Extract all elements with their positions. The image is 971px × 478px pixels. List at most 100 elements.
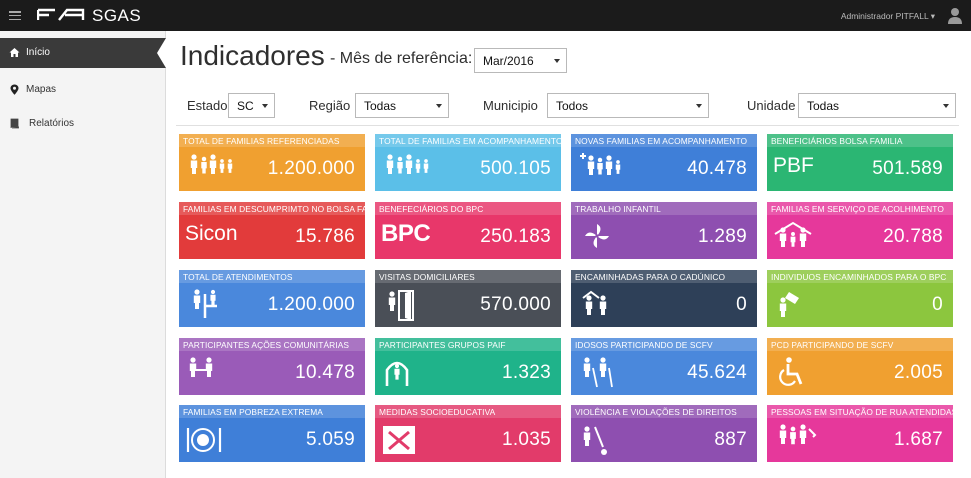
tile-value: 1.200.000: [267, 158, 355, 179]
indicator-tile[interactable]: IDOSOS PARTICIPANDO DE SCFV 45.624: [571, 338, 757, 395]
app-title: SGAS: [92, 6, 142, 25]
regiao-select[interactable]: Todas: [355, 93, 449, 118]
active-indicator: [157, 38, 166, 68]
chevron-down-icon: [554, 59, 560, 63]
indicator-tile[interactable]: PARTICIPANTES AÇÕES COMUNITÁRIAS 10.478: [179, 338, 365, 395]
tile-title: BENEFICIÁRIOS BOLSA FAMILIA: [771, 136, 903, 146]
user-avatar-icon[interactable]: [947, 7, 963, 24]
chevron-down-icon: [696, 104, 702, 108]
sidebar-item-mapas[interactable]: Mapas: [0, 75, 166, 105]
user-menu[interactable]: Administrador PITFALL ▾: [840, 11, 935, 21]
tile-value: 0: [932, 294, 943, 315]
chevron-down-icon: [943, 104, 949, 108]
tile-value: 501.589: [872, 158, 943, 179]
tile-header-band: [767, 202, 953, 215]
door-visit-icon: [388, 290, 414, 321]
reference-month-label: - Mês de referência:: [330, 50, 473, 67]
tile-header-band: [571, 405, 757, 418]
menu-toggle-icon[interactable]: [9, 11, 21, 21]
tile-value: 1.200.000: [267, 294, 355, 315]
indicator-tile[interactable]: PARTICIPANTES GRUPOS PAIF 1.323: [375, 338, 561, 395]
tile-value: 2.005: [893, 362, 943, 383]
tile-logo-text: Sicon: [185, 222, 238, 245]
tile-header-band: [179, 338, 365, 351]
indicator-tile[interactable]: INDIVIDUOS ENCAMINHADOS PARA O BPC 0: [767, 270, 953, 327]
tile-title: BENEFECIÁRIOS DO BPC: [379, 204, 484, 214]
sign-person-icon: [779, 292, 799, 317]
tile-title: PARTICIPANTES AÇÕES COMUNITÁRIAS: [183, 340, 350, 350]
tile-title: TRABALHO INFANTIL: [575, 204, 661, 214]
indicator-tile[interactable]: FAMILIAS EM DESCUMPRIMTO NO BOLSA FAMILI…: [179, 202, 365, 259]
indicator-tile[interactable]: FAMILIAS EM SERVIÇO DE ACOLHIMENTO 20.788: [767, 202, 953, 259]
tile-title: PARTICIPANTES GRUPOS PAIF: [379, 340, 506, 350]
tile-header-band: [767, 338, 953, 351]
wheelchair-icon: [779, 357, 803, 386]
estado-select[interactable]: SC: [228, 93, 275, 118]
community-icon: [189, 357, 213, 377]
tile-header-band: [571, 270, 757, 283]
reference-month-select[interactable]: Mar/2016: [474, 48, 567, 73]
tile-value: 570.000: [480, 294, 551, 315]
indicator-tile[interactable]: NOVAS FAMILIAS EM ACOMPANHAMENTO 40.478: [571, 134, 757, 191]
municipio-label: Municipio: [483, 98, 538, 113]
indicator-tile[interactable]: FAMILIAS EM POBREZA EXTREMA 5.059: [179, 405, 365, 462]
regiao-label: Região: [309, 98, 351, 113]
logo-icon: [37, 8, 85, 21]
indicator-tile[interactable]: ENCAMINHADAS PARA O CADÚNICO 0: [571, 270, 757, 327]
tile-title: VIOLÊNCIA E VIOLAÇÕES DE DIREITOS: [575, 407, 737, 417]
sidebar-item-relatorios[interactable]: Relatórios: [0, 109, 166, 139]
main-content: Indicadores - Mês de referência: Mar/201…: [166, 31, 971, 478]
sidebar-item-inicio[interactable]: Início: [0, 38, 166, 68]
indicator-tile[interactable]: BENEFICIÁRIOS BOLSA FAMILIA PBF 501.589: [767, 134, 953, 191]
regiao-value: Todas: [364, 99, 397, 113]
indicator-tile[interactable]: TOTAL DE ATENDIMENTOS 1.200.000: [179, 270, 365, 327]
tile-header-band: [767, 134, 953, 147]
unidade-label: Unidade: [747, 98, 796, 113]
estado-value: SC: [237, 99, 254, 113]
tile-header-band: [375, 405, 561, 418]
tile-value: 45.624: [687, 362, 747, 383]
tile-value: 887: [714, 429, 747, 450]
tile-header-band: [571, 134, 757, 147]
indicator-tile[interactable]: PESSOAS EM SITUAÇÃO DE RUA ATENDIDAS 1.68…: [767, 405, 953, 462]
indicator-tile[interactable]: BENEFECIÁRIOS DO BPC BPC 250.183: [375, 202, 561, 259]
tile-value: 1.289: [697, 226, 747, 247]
indicator-tile[interactable]: VISITAS DOMICILIARES 570.000: [375, 270, 561, 327]
tile-logo-text: PBF: [773, 154, 814, 177]
plate-icon: [186, 428, 222, 452]
unidade-value: Todas: [807, 99, 840, 113]
indicator-tile[interactable]: VIOLÊNCIA E VIOLAÇÕES DE DIREITOS 887: [571, 405, 757, 462]
indicator-tile[interactable]: PCD PARTICIPANDO DE SCFV 2.005: [767, 338, 953, 395]
shelter-family-icon: [774, 221, 812, 247]
tile-header-band: [375, 338, 561, 351]
tile-value: 40.478: [687, 158, 747, 179]
tile-title: FAMILIAS EM POBREZA EXTREMA: [183, 407, 323, 417]
family-icon: [190, 154, 233, 174]
tile-header-band: [767, 405, 953, 418]
tile-logo-text: BPC: [381, 220, 431, 247]
family-plus-icon: [580, 153, 621, 175]
unidade-select[interactable]: Todas: [798, 93, 956, 118]
violence-icon: [583, 426, 607, 455]
tile-title: FAMILIAS EM DESCUMPRIMTO NO BOLSA FAMILI…: [183, 204, 365, 214]
tile-value: 250.183: [480, 226, 551, 247]
municipio-select[interactable]: Todos: [547, 93, 709, 118]
tile-title: TOTAL DE ATENDIMENTOS: [183, 272, 293, 282]
sidebar: Início Mapas Relatórios: [0, 31, 166, 478]
map-marker-icon: [10, 84, 19, 95]
handcuff-icon: [383, 426, 415, 454]
book-icon: [10, 118, 19, 129]
page-title: Indicadores: [180, 40, 325, 71]
indicator-tile[interactable]: TRABALHO INFANTIL 1.289: [571, 202, 757, 259]
indicator-tile[interactable]: TOTAL DE FAMILIAS REFERENCIADAS 1.200.000: [179, 134, 365, 191]
indicator-tile[interactable]: MEDIDAS SOCIOEDUCATIVA 1.035: [375, 405, 561, 462]
tile-header-band: [375, 202, 561, 215]
tile-value: 5.059: [305, 429, 355, 450]
tile-title: TOTAL DE FAMILIAS EM ACOMPANHAMENTO: [379, 136, 561, 146]
tile-title: PESSOAS EM SITUAÇÃO DE RUA ATENDIDAS: [771, 407, 953, 417]
indicator-tile[interactable]: TOTAL DE FAMILIAS EM ACOMPANHAMENTO 500.1…: [375, 134, 561, 191]
tile-title: MEDIDAS SOCIOEDUCATIVA: [379, 407, 496, 417]
tile-value: 0: [736, 294, 747, 315]
family-icon: [386, 154, 429, 174]
tile-title: IDOSOS PARTICIPANDO DE SCFV: [575, 340, 713, 350]
